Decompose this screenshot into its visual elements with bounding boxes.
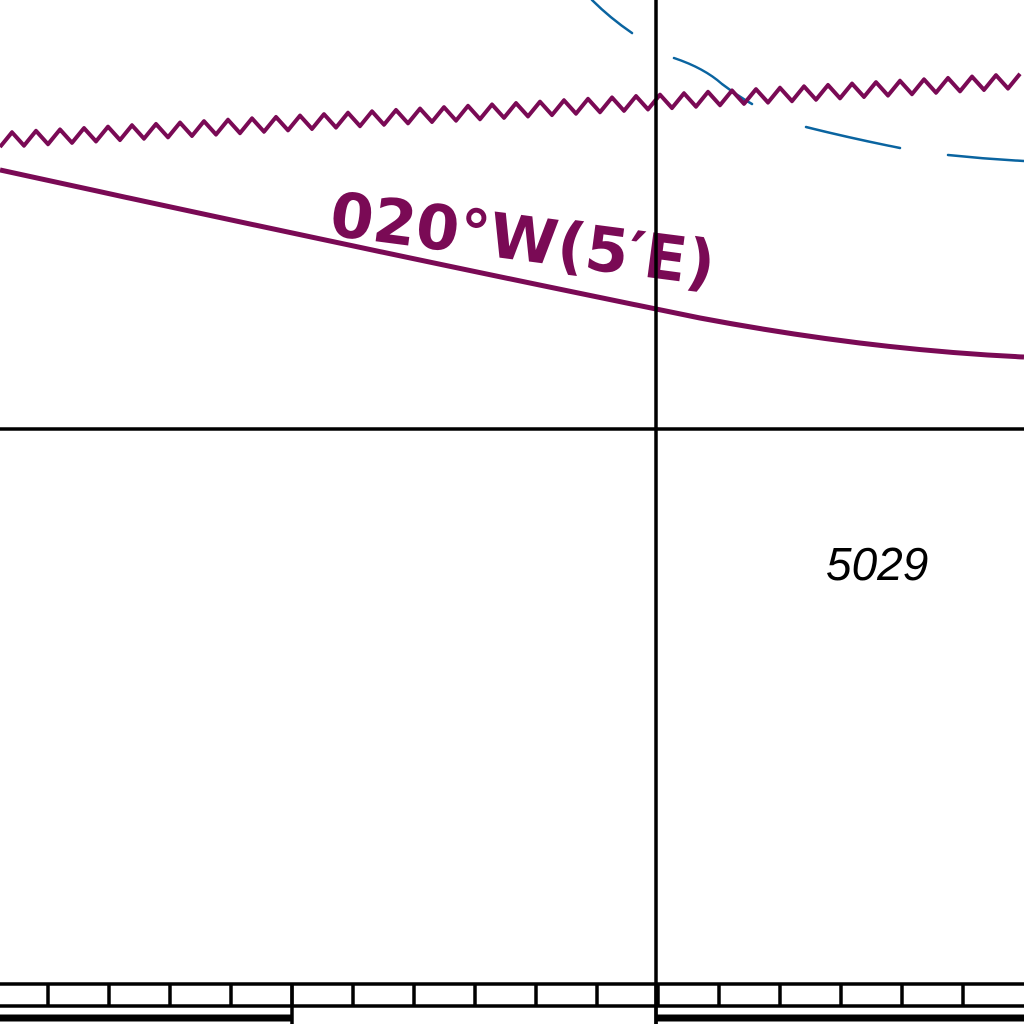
depth-contour-segment [804,125,902,150]
depth-sounding: 5029 [826,538,928,590]
depth-contour-segment [672,56,754,106]
zigzag-boundary-line [0,72,1022,149]
depth-contour-segment [946,153,1024,163]
depth-contours [590,0,1024,163]
latitude-scale-bar [0,982,1024,1024]
isogonic-line [0,167,1024,360]
depth-contour-segment [590,0,634,35]
